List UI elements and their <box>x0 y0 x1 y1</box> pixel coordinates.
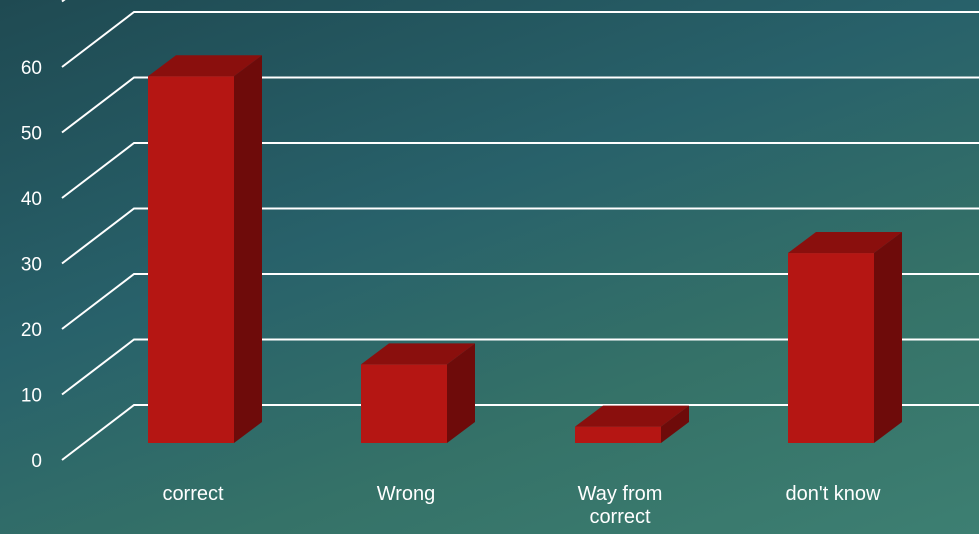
bars <box>148 55 902 443</box>
bar-front <box>575 426 661 443</box>
bar-top <box>788 232 902 254</box>
gridline-40 <box>61 142 979 199</box>
gridline-50 <box>61 76 979 134</box>
y-tick-label: 10 <box>21 386 42 407</box>
y-tick-label: 0 <box>31 451 42 472</box>
bar-top <box>361 343 475 365</box>
bar-side <box>661 405 689 443</box>
gridline-60 <box>61 11 979 68</box>
category-label: Wrong <box>377 483 436 505</box>
bar <box>575 405 689 443</box>
y-axis-tick-labels: 0 10 20 30 40 50 60 <box>21 58 42 472</box>
category-label: Way from correct <box>578 483 663 528</box>
y-tick-label: 40 <box>21 189 42 210</box>
category-label: don't know <box>786 483 882 505</box>
bar <box>361 343 475 443</box>
bar-top <box>575 405 689 427</box>
gridline-0 <box>61 404 979 461</box>
y-tick-label: 60 <box>21 58 42 79</box>
y-tick-label: 50 <box>21 124 42 145</box>
category-label: correct <box>162 483 224 505</box>
bar-side <box>234 55 262 443</box>
bar <box>788 232 902 443</box>
bar-front <box>148 76 234 443</box>
bar-front <box>788 253 874 443</box>
bar-side <box>447 343 475 443</box>
category-labels: correct Wrong Way from correct don't know <box>162 483 881 528</box>
bar-front <box>361 364 447 443</box>
gridline-20 <box>61 273 979 330</box>
gridline-10 <box>61 338 979 396</box>
bar-side <box>874 232 902 443</box>
y-tick-label: 30 <box>21 255 42 276</box>
bar-top <box>148 55 262 77</box>
gridline-70 <box>61 0 66 3</box>
y-tick-label: 20 <box>21 320 42 341</box>
gridlines <box>61 0 979 461</box>
bar <box>148 55 262 443</box>
gridline-30 <box>61 207 979 265</box>
